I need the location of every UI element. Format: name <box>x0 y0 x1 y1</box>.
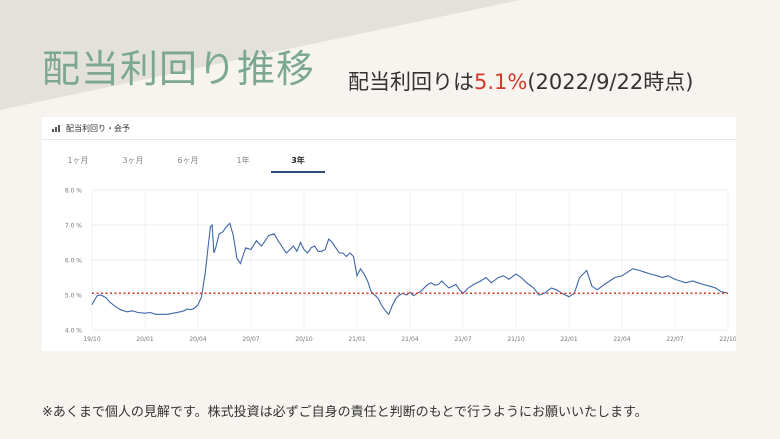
bar-chart-icon <box>52 125 60 132</box>
x-tick-label: 20/01 <box>136 336 153 343</box>
x-tick-label: 22/04 <box>613 336 630 343</box>
x-tick-label: 19/10 <box>83 336 100 343</box>
y-tick-label: 5.0 % <box>65 293 82 300</box>
disclaimer-note: ※あくまで個人の見解です。株式投資は必ずご自身の責任と判断のもとで行うようにお願… <box>42 405 648 420</box>
y-axis-ticks: 4.0 % 5.0 % 6.0 % 7.0 % 8.0 % <box>65 188 82 335</box>
x-tick-label: 21/04 <box>401 336 418 343</box>
subtitle-suffix: (2022/9/22時点) <box>527 70 694 94</box>
y-tick-label: 6.0 % <box>65 258 82 265</box>
tab-6-months[interactable]: 6ヶ月 <box>177 156 199 165</box>
x-tick-label: 20/07 <box>242 336 259 343</box>
yield-series-line <box>91 222 729 316</box>
y-tick-label: 7.0 % <box>65 223 82 230</box>
panel-header: 配当利回り・会予 <box>42 117 736 140</box>
active-tab-indicator <box>271 171 325 173</box>
subtitle-prefix: 配当利回りは <box>348 70 474 94</box>
chart-grid <box>91 189 729 331</box>
panel-title: 配当利回り・会予 <box>66 124 130 133</box>
page-subtitle: 配当利回りは5.1%(2022/9/22時点) <box>348 66 693 96</box>
x-tick-label: 21/07 <box>454 336 471 343</box>
chart-panel: 配当利回り・会予 1ヶ月 3ヶ月 6ヶ月 1年 3年 4.0 % 5.0 % 6.0… <box>42 117 736 351</box>
yield-line-chart: 4.0 % 5.0 % 6.0 % 7.0 % 8.0 % 19/10 20/01 20/0… <box>65 188 736 344</box>
x-tick-label: 21/10 <box>507 336 524 343</box>
y-tick-label: 4.0 % <box>65 328 82 335</box>
tab-3-years[interactable]: 3年 <box>291 156 305 165</box>
x-tick-label: 22/07 <box>666 336 683 343</box>
x-tick-label: 22/10 <box>719 336 736 343</box>
y-tick-label: 8.0 % <box>65 188 82 195</box>
x-tick-label: 22/01 <box>560 336 577 343</box>
x-tick-label: 20/10 <box>295 336 312 343</box>
x-axis-ticks: 19/10 20/01 20/04 20/07 20/10 21/01 21/04 21/07… <box>83 336 736 343</box>
tab-3-months[interactable]: 3ヶ月 <box>122 156 144 165</box>
page-title: 配当利回り推移 <box>42 47 316 91</box>
tab-1-month[interactable]: 1ヶ月 <box>67 156 89 165</box>
tab-1-year[interactable]: 1年 <box>236 156 250 165</box>
yield-highlight: 5.1% <box>474 70 528 94</box>
x-tick-label: 21/01 <box>348 336 365 343</box>
x-tick-label: 20/04 <box>189 336 206 343</box>
